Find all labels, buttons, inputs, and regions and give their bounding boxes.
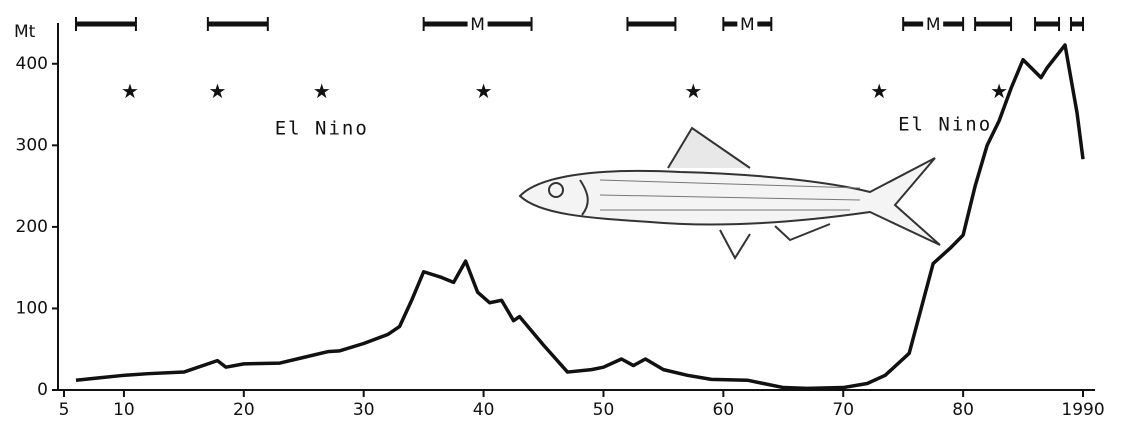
y-tick-label: 200	[16, 217, 48, 237]
period-label: M	[926, 15, 941, 35]
period-label: M	[470, 15, 485, 35]
el-nino-star: ★	[121, 79, 139, 103]
el-nino-star: ★	[475, 79, 493, 103]
y-tick-label: 300	[16, 135, 48, 155]
y-tick-label: 100	[16, 298, 48, 318]
y-tick-label: 0	[37, 380, 48, 400]
el-nino-star: ★	[870, 79, 888, 103]
annotation: El Nino	[898, 113, 992, 135]
x-tick-label: 80	[952, 400, 974, 420]
data-line	[75, 43, 1085, 391]
x-tick-label: 60	[713, 400, 735, 420]
el-nino-star: ★	[313, 79, 331, 103]
period-label: M	[740, 15, 755, 35]
x-tick-label: 70	[832, 400, 854, 420]
el-nino-star: ★	[990, 79, 1008, 103]
x-tick-label: 50	[593, 400, 615, 420]
el-nino-star: ★	[208, 79, 226, 103]
el-nino-star: ★	[684, 79, 702, 103]
x-tick-label: 1990	[1061, 400, 1104, 420]
y-tick-label: 400	[16, 54, 48, 74]
x-tick-label: 10	[113, 400, 135, 420]
x-tick-label: 20	[233, 400, 255, 420]
y-axis-label: Mt	[14, 22, 36, 42]
fish-illustration	[518, 126, 941, 260]
annotation: El Nino	[275, 118, 369, 140]
x-tick-label: 30	[353, 400, 375, 420]
x-tick-label: 5	[59, 400, 70, 420]
x-tick-label: 40	[473, 400, 495, 420]
